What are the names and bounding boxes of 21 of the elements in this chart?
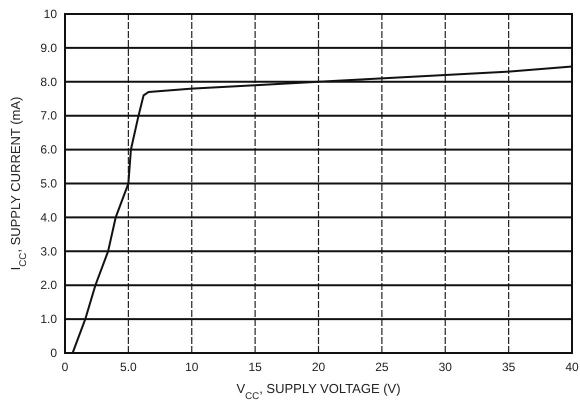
x-tick-label: 20 — [312, 360, 326, 374]
x-tick-label: 0 — [62, 360, 69, 374]
y-tick-label: 8.0 — [40, 74, 58, 89]
y-tick-label: 6.0 — [40, 142, 58, 157]
x-axis-title: V$_{CC}$, SUPPLY VOLTAGE (V) — [236, 381, 401, 402]
y-tick-label: 10 — [44, 7, 58, 21]
x-tick-label: 40 — [565, 360, 579, 374]
y-tick-label: 5.0 — [40, 176, 58, 190]
y-tick-label: 7.0 — [40, 108, 58, 123]
y-tick-label: 9.0 — [40, 40, 58, 55]
y-tick-label: 3.0 — [40, 244, 58, 258]
y-tick-label: 1.0 — [40, 312, 58, 326]
x-tick-label: 30 — [438, 360, 452, 374]
x-tick-label: 15 — [248, 360, 262, 374]
x-tick-label: 5.0 — [120, 360, 138, 374]
y-tick-label: 2.0 — [40, 278, 58, 292]
y-tick-label: 4.0 — [40, 210, 58, 224]
x-tick-label: 10 — [185, 360, 199, 374]
x-tick-label: 25 — [375, 360, 389, 374]
y-tick-label: 0 — [50, 346, 58, 360]
x-tick-label: 35 — [502, 360, 516, 374]
